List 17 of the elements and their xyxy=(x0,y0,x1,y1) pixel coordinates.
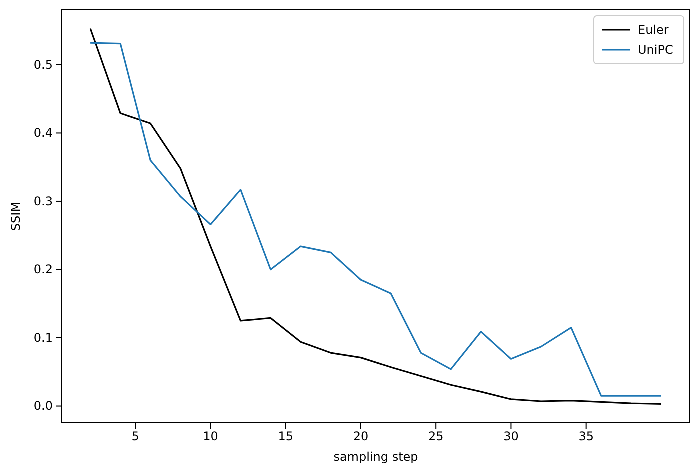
x-tick-label: 15 xyxy=(278,430,294,444)
x-tick-label: 25 xyxy=(428,430,444,444)
legend-label: Euler xyxy=(638,23,669,37)
y-tick-label: 0.3 xyxy=(34,194,53,208)
legend-label: UniPC xyxy=(638,43,674,57)
x-tick-label: 10 xyxy=(203,430,218,444)
y-tick-label: 0.0 xyxy=(34,399,53,414)
y-tick-label: 0.2 xyxy=(34,262,53,277)
x-tick-label: 5 xyxy=(132,430,140,444)
x-tick-label: 20 xyxy=(353,430,369,444)
y-tick-label: 0.1 xyxy=(34,330,53,345)
y-axis-title: SSIM xyxy=(9,202,23,232)
x-axis-title: sampling step xyxy=(334,450,418,464)
x-tick-label: 30 xyxy=(504,430,519,444)
x-tick-label: 35 xyxy=(578,430,594,444)
y-tick-label: 0.5 xyxy=(34,58,53,72)
y-tick-label: 0.4 xyxy=(34,126,53,140)
